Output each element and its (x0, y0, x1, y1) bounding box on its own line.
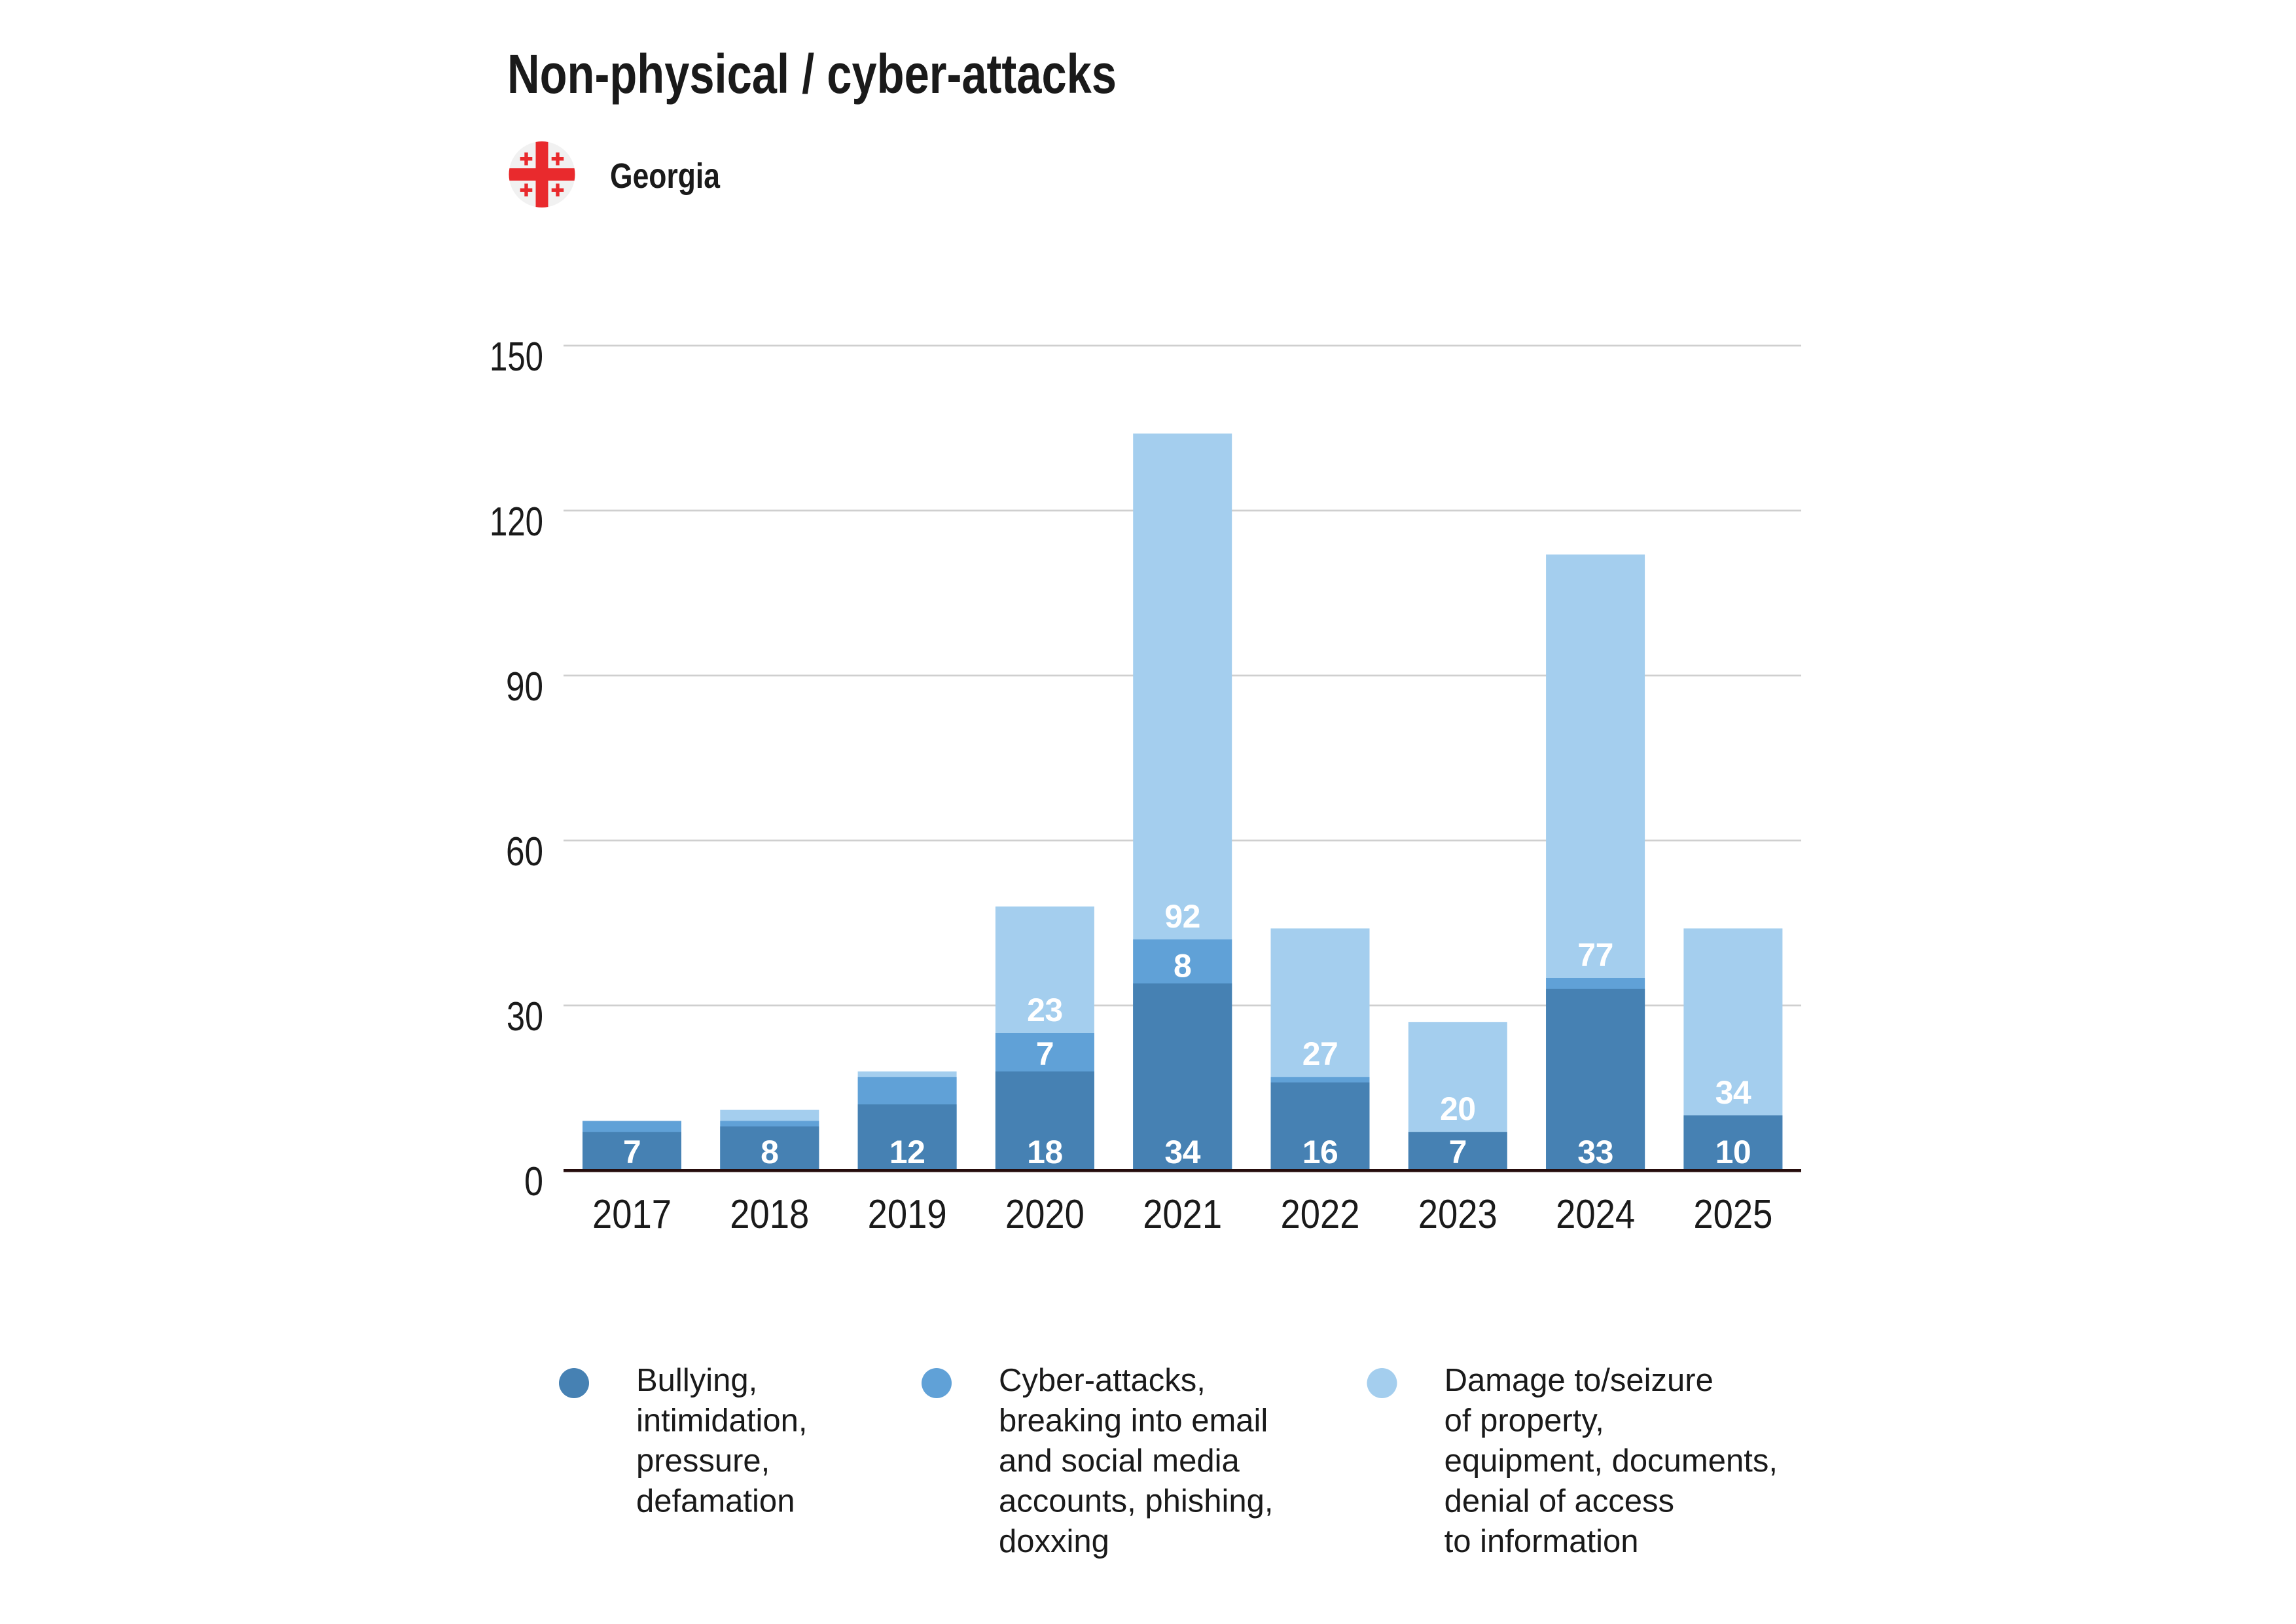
svg-text:2022: 2022 (1281, 1192, 1360, 1237)
svg-text:doxxing: doxxing (999, 1524, 1109, 1559)
svg-text:of property,: of property, (1444, 1403, 1604, 1439)
svg-text:8: 8 (761, 1134, 778, 1170)
svg-text:breaking into email: breaking into email (999, 1403, 1268, 1439)
svg-text:0: 0 (524, 1159, 543, 1204)
svg-text:150: 150 (490, 334, 543, 380)
svg-text:120: 120 (490, 499, 543, 545)
svg-text:34: 34 (1715, 1074, 1751, 1111)
svg-text:77: 77 (1577, 937, 1613, 973)
svg-text:12: 12 (889, 1134, 925, 1170)
svg-text:intimidation,: intimidation, (636, 1403, 807, 1439)
svg-text:to information: to information (1444, 1524, 1639, 1559)
svg-text:Cyber-attacks,: Cyber-attacks, (999, 1363, 1206, 1398)
svg-text:8: 8 (1174, 947, 1191, 984)
svg-text:2017: 2017 (592, 1192, 672, 1237)
svg-text:7: 7 (1036, 1036, 1054, 1072)
svg-text:7: 7 (623, 1134, 641, 1170)
svg-text:equipment, documents,: equipment, documents, (1444, 1443, 1778, 1479)
svg-text:18: 18 (1027, 1134, 1063, 1170)
svg-text:16: 16 (1302, 1134, 1338, 1170)
svg-text:7: 7 (1449, 1134, 1467, 1170)
svg-text:2023: 2023 (1418, 1192, 1498, 1237)
svg-text:2020: 2020 (1005, 1192, 1085, 1237)
svg-text:20: 20 (1440, 1091, 1476, 1127)
svg-text:30: 30 (507, 994, 543, 1039)
svg-text:2025: 2025 (1693, 1192, 1772, 1237)
svg-text:33: 33 (1577, 1134, 1613, 1170)
svg-text:Damage to/seizure: Damage to/seizure (1444, 1363, 1713, 1398)
svg-text:90: 90 (506, 664, 543, 710)
svg-text:denial of access: denial of access (1444, 1484, 1674, 1519)
svg-text:2024: 2024 (1556, 1192, 1635, 1237)
svg-text:60: 60 (506, 829, 543, 875)
svg-text:92: 92 (1164, 898, 1200, 935)
svg-text:34: 34 (1164, 1134, 1200, 1170)
svg-text:10: 10 (1715, 1134, 1751, 1170)
svg-text:2018: 2018 (730, 1192, 809, 1237)
svg-text:defamation: defamation (636, 1484, 795, 1519)
svg-text:Non-physical / cyber-attacks: Non-physical / cyber-attacks (507, 43, 1117, 105)
svg-text:2021: 2021 (1143, 1192, 1222, 1237)
svg-text:pressure,: pressure, (636, 1443, 770, 1479)
svg-text:23: 23 (1027, 992, 1063, 1028)
svg-text:2019: 2019 (868, 1192, 947, 1237)
svg-text:accounts, phishing,: accounts, phishing, (999, 1484, 1274, 1519)
svg-text:and social media: and social media (999, 1443, 1240, 1479)
svg-text:27: 27 (1302, 1036, 1338, 1072)
svg-text:Georgia: Georgia (610, 156, 721, 196)
svg-text:Bullying,: Bullying, (636, 1363, 757, 1398)
